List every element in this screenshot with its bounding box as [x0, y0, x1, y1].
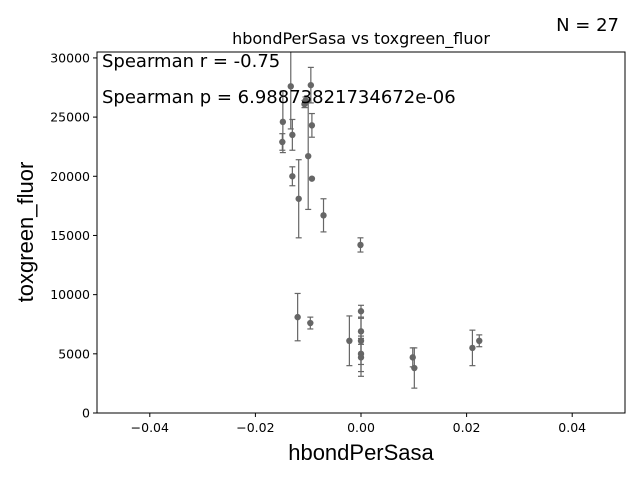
data-point [320, 198, 327, 233]
data-point [308, 175, 316, 182]
data-point [294, 292, 301, 342]
x-axis-title: hbondPerSasa [288, 440, 434, 465]
y-tick-label: 20000 [50, 169, 90, 184]
y-axis-title: toxgreen_fluor [13, 162, 38, 303]
y-axis-ticks: 0 5000 10000 15000 20000 25000 30000 [50, 50, 97, 421]
n-count-label: N = 27 [556, 15, 619, 36]
point-marker [469, 344, 476, 352]
data-point [289, 166, 296, 187]
data-point [305, 102, 312, 211]
point-marker [409, 354, 416, 361]
x-tick-label: −0.02 [236, 420, 274, 435]
y-tick-label: 25000 [50, 110, 90, 125]
point-marker [307, 81, 315, 89]
data-point [357, 304, 365, 318]
data-point [409, 347, 416, 368]
point-marker [287, 83, 294, 90]
chart-title: hbondPerSasa vs toxgreen_fluor [232, 29, 490, 49]
y-tick-label: 5000 [58, 346, 90, 361]
point-marker [320, 212, 327, 219]
point-marker [307, 319, 314, 327]
point-marker [302, 97, 309, 104]
point-marker [279, 138, 286, 146]
data-point [308, 112, 316, 138]
data-point [295, 159, 302, 239]
x-tick-label: 0.04 [558, 420, 586, 435]
x-axis-ticks: −0.04 −0.02 0.00 0.02 0.04 [131, 413, 586, 435]
y-tick-label: 0 [82, 406, 90, 421]
data-point [307, 66, 315, 104]
x-tick-label: 0.00 [347, 420, 375, 435]
data-point [476, 334, 483, 348]
spearman-r-annotation: Spearman r = -0.75 [102, 51, 280, 72]
data-point [346, 315, 353, 367]
point-marker [308, 175, 316, 182]
points-layer [279, 52, 483, 389]
data-point [469, 329, 476, 367]
y-tick-label: 30000 [50, 50, 90, 65]
point-marker [411, 364, 418, 372]
data-point [357, 337, 365, 377]
point-marker [357, 308, 365, 315]
point-marker [305, 152, 312, 160]
spearman-p-annotation: Spearman p = 6.98873821734672e-06 [102, 87, 456, 108]
x-tick-label: 0.02 [453, 420, 481, 435]
point-marker [308, 122, 316, 129]
point-marker [476, 337, 483, 344]
point-marker [279, 118, 287, 126]
point-marker [289, 131, 296, 139]
data-point [307, 316, 314, 330]
point-marker [289, 173, 296, 180]
x-tick-label: −0.04 [131, 420, 169, 435]
y-tick-label: 10000 [50, 287, 90, 302]
point-marker [357, 241, 364, 249]
point-marker [295, 195, 302, 202]
point-marker [294, 313, 301, 321]
data-point [357, 237, 364, 253]
point-marker [346, 337, 353, 344]
y-tick-label: 15000 [50, 228, 90, 243]
data-point [289, 118, 296, 151]
point-marker [357, 354, 365, 361]
data-point [411, 347, 418, 389]
data-point [279, 133, 286, 151]
